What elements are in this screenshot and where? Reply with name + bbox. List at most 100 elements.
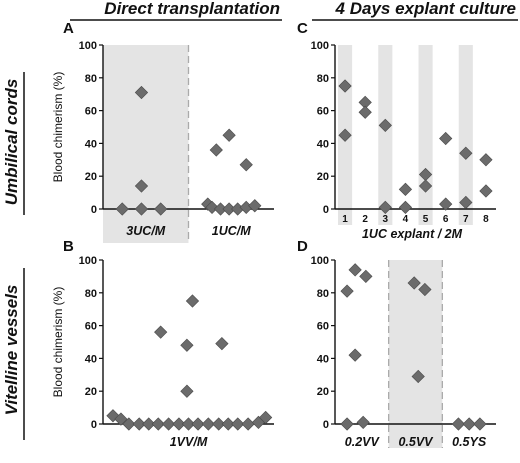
row-label-umbilical-cords: Umbilical cords xyxy=(2,79,21,206)
data-point-d xyxy=(340,284,354,298)
data-point-c xyxy=(378,200,392,214)
data-point-b xyxy=(191,417,205,431)
panel-letter-b: B xyxy=(63,238,74,255)
category-label-c: 2 xyxy=(362,214,368,225)
data-point-c xyxy=(338,128,352,142)
row-label-vitelline-vessels: Vitelline vessels xyxy=(2,285,21,416)
data-point-a xyxy=(115,202,129,216)
category-label-c: 1 xyxy=(342,214,348,225)
y-tick-label-b: 100 xyxy=(79,255,97,267)
data-point-c xyxy=(479,184,493,198)
data-point-c xyxy=(439,131,453,146)
y-tick-label-d: 60 xyxy=(317,321,329,333)
panel-letter-d: D xyxy=(297,238,308,255)
y-tick-label-c: 40 xyxy=(317,138,329,150)
data-point-c xyxy=(439,197,453,211)
category-label-d: 0.5VV xyxy=(398,435,434,449)
data-point-d xyxy=(407,276,421,290)
data-point-b xyxy=(185,294,200,308)
data-point-c xyxy=(459,195,473,210)
category-label-b: 1VV/M xyxy=(170,435,208,449)
x-axis-label-c: 1UC explant / 2M xyxy=(362,227,463,241)
data-point-b xyxy=(201,417,215,431)
data-point-d xyxy=(340,417,354,431)
data-point-b xyxy=(215,337,229,351)
y-tick-label-c: 60 xyxy=(317,106,329,118)
shaded-band-d xyxy=(388,260,443,448)
category-label-c: 6 xyxy=(443,214,449,225)
y-tick-label-c: 20 xyxy=(317,171,329,183)
category-label-a: 3UC/M xyxy=(126,224,165,238)
data-point-a xyxy=(222,128,236,142)
y-tick-label-b: 0 xyxy=(91,419,97,431)
panel-letter-c: C xyxy=(297,20,308,37)
panel-letter-a: A xyxy=(63,20,74,37)
data-point-b xyxy=(106,409,120,423)
data-point-b xyxy=(241,417,255,431)
data-point-a xyxy=(239,158,253,172)
data-point-c xyxy=(459,146,473,160)
y-tick-label-d: 80 xyxy=(317,288,329,300)
y-tick-label-a: 80 xyxy=(85,73,97,85)
y-tick-label-c: 100 xyxy=(311,40,329,52)
data-point-b xyxy=(114,412,128,426)
panel-a-chart: 0 20 40 60 80 100 3UC/M 1UC/M xyxy=(79,40,274,243)
data-point-a xyxy=(205,200,219,214)
y-tick-label-d: 0 xyxy=(323,419,329,431)
shaded-band-a xyxy=(103,45,189,243)
y-axis-label-a: Blood chimerism (%) xyxy=(51,72,65,183)
data-point-b xyxy=(172,417,186,431)
y-tick-label-c: 80 xyxy=(317,73,329,85)
data-point-c xyxy=(418,179,433,193)
category-label-d: 0.5YS xyxy=(452,435,487,449)
shaded-band-c xyxy=(418,45,433,225)
heading-direct-transplantation: Direct transplantation xyxy=(104,0,280,18)
category-label-c: 4 xyxy=(403,214,409,225)
y-tick-label-d: 40 xyxy=(317,353,329,365)
data-point-b xyxy=(154,325,168,339)
data-point-a xyxy=(209,143,223,157)
y-tick-label-a: 100 xyxy=(79,40,97,52)
data-point-d xyxy=(359,269,373,284)
y-tick-label-c: 0 xyxy=(323,204,329,216)
y-tick-label-a: 0 xyxy=(91,204,97,216)
y-tick-label-b: 40 xyxy=(85,353,97,365)
data-point-c xyxy=(338,79,352,93)
shaded-band-c xyxy=(458,45,473,225)
data-point-a xyxy=(134,202,149,216)
shaded-band-c xyxy=(378,45,393,225)
data-point-c xyxy=(378,118,392,132)
data-point-b xyxy=(258,410,273,425)
panel-b-chart: 0 20 40 60 80 100 1VV/M xyxy=(79,255,274,449)
category-label-c: 3 xyxy=(383,214,389,225)
category-label-c: 5 xyxy=(423,214,429,225)
data-point-b xyxy=(151,417,165,431)
data-point-a xyxy=(134,85,149,100)
data-point-d xyxy=(473,417,487,431)
y-tick-label-a: 40 xyxy=(85,138,97,150)
data-point-d xyxy=(356,415,370,429)
category-label-c: 7 xyxy=(463,214,469,225)
data-point-a xyxy=(154,202,168,216)
panel-d-chart: 0 20 40 60 80 100 0.2VV 0.5VV 0.5YS xyxy=(311,255,496,449)
data-point-b xyxy=(180,338,194,352)
data-point-c xyxy=(398,182,413,196)
y-tick-label-a: 20 xyxy=(85,171,97,183)
y-tick-label-a: 60 xyxy=(85,106,97,118)
data-point-b xyxy=(181,417,196,431)
data-point-b xyxy=(132,417,146,431)
y-axis-label-b: Blood chimerism (%) xyxy=(51,287,65,398)
category-label-d: 0.2VV xyxy=(345,435,381,449)
data-point-b xyxy=(212,417,226,431)
data-point-b xyxy=(162,417,176,431)
data-point-c xyxy=(479,153,493,167)
y-tick-label-d: 20 xyxy=(317,386,329,398)
data-point-a xyxy=(248,199,262,213)
data-point-a xyxy=(134,179,149,193)
data-point-d xyxy=(418,282,432,297)
y-tick-label-b: 20 xyxy=(85,386,97,398)
data-point-d xyxy=(348,263,362,277)
panel-c-chart: 0 20 40 60 80 100 1 2 3 4 5 6 7 8 xyxy=(311,40,496,225)
data-point-b xyxy=(142,417,156,431)
